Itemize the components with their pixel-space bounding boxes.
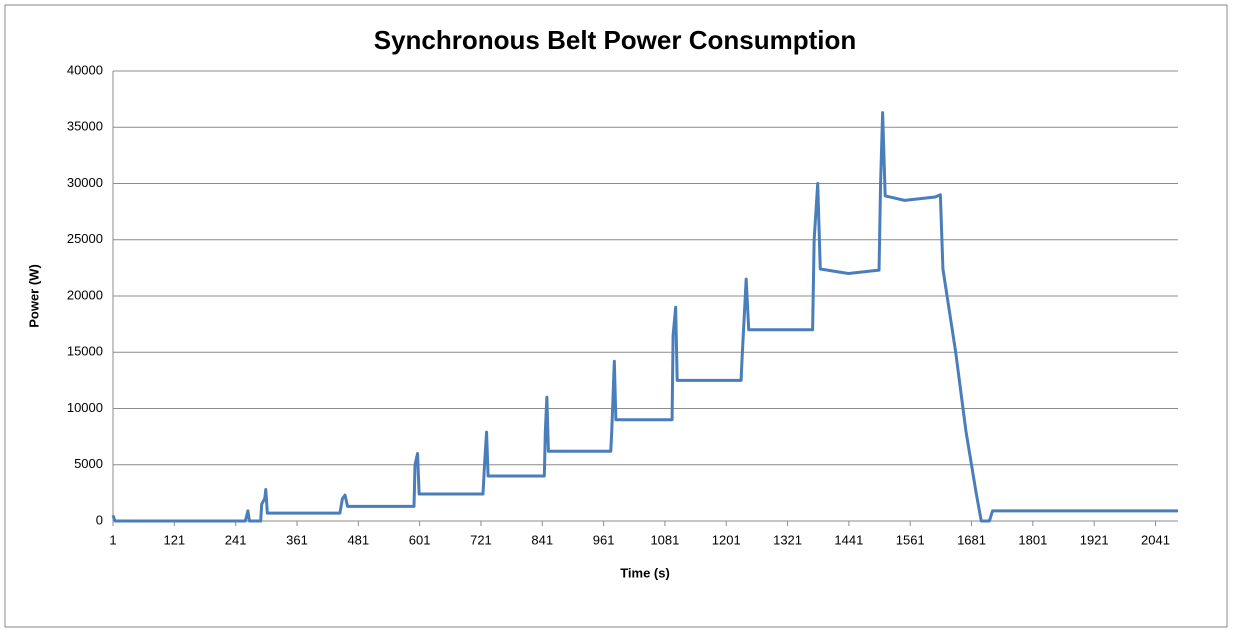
y-tick-label: 30000: [67, 175, 103, 190]
y-axis-label: Power (W): [26, 264, 41, 328]
x-tick-label: 601: [409, 532, 431, 547]
x-tick-label: 1081: [650, 532, 679, 547]
y-tick-label: 35000: [67, 119, 103, 134]
x-tick-label: 481: [347, 532, 369, 547]
x-tick-label: 1321: [773, 532, 802, 547]
x-axis-label: Time (s): [620, 565, 670, 580]
y-tick-label: 0: [96, 512, 103, 527]
y-tick-label: 40000: [67, 62, 103, 77]
data-line: [111, 111, 1178, 523]
x-tick-label: 1921: [1080, 532, 1109, 547]
y-tick-label: 5000: [74, 456, 103, 471]
y-tick-label: 20000: [67, 287, 103, 302]
x-tick-label: 1801: [1018, 532, 1047, 547]
x-tick-label: 961: [593, 532, 615, 547]
x-tick-label: 1201: [712, 532, 741, 547]
chart-border: [4, 4, 1228, 628]
x-tick-label: 721: [470, 532, 492, 547]
x-tick-label: 1441: [834, 532, 863, 547]
x-tick-label: 2041: [1141, 532, 1170, 547]
x-tick-label: 121: [163, 532, 185, 547]
y-tick-label: 25000: [67, 231, 103, 246]
x-tick-label: 1561: [896, 532, 925, 547]
chart-title: Synchronous Belt Power Consumption: [374, 25, 856, 55]
x-tick-label: 241: [225, 532, 247, 547]
x-tick-label: 361: [286, 532, 308, 547]
y-tick-label: 10000: [67, 400, 103, 415]
x-tick-label: 841: [531, 532, 553, 547]
y-tick-label: 15000: [67, 344, 103, 359]
x-tick-label: 1: [109, 532, 116, 547]
x-tick-label: 1681: [957, 532, 986, 547]
